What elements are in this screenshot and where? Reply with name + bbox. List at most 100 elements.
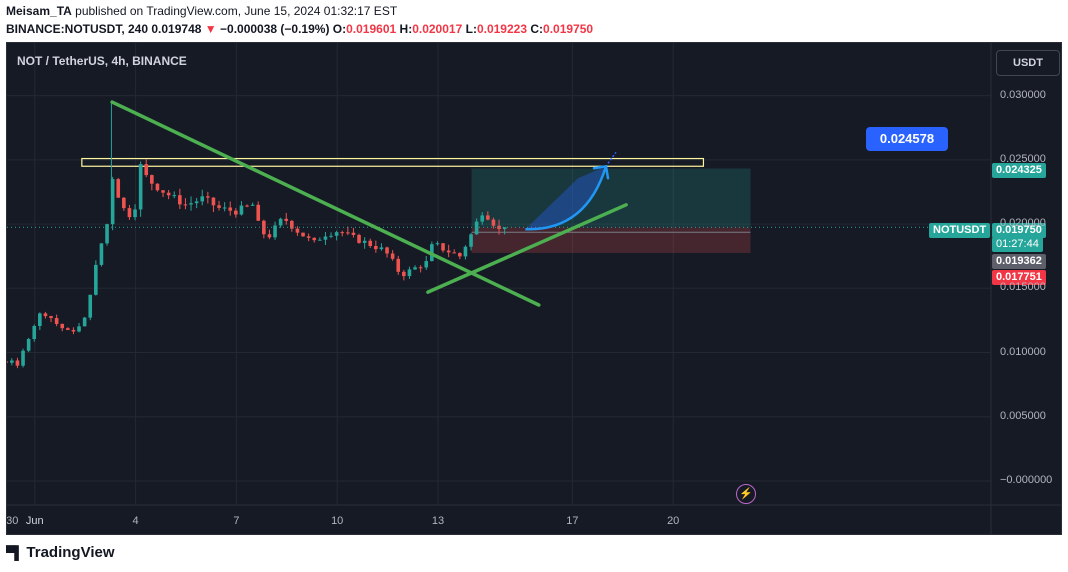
candle-body <box>446 250 451 253</box>
x-tick-label: 13 <box>431 515 445 527</box>
lightning-icon[interactable]: ⚡ <box>736 484 756 504</box>
candle-body <box>351 232 356 235</box>
candle-body <box>99 243 104 265</box>
candle-body <box>256 204 261 221</box>
candle-body <box>379 247 384 250</box>
candle-body <box>312 237 317 241</box>
candle-body <box>301 232 305 237</box>
candle-body <box>54 318 59 324</box>
candle-body <box>172 195 177 197</box>
ohlc-line: BINANCE:NOTUSDT, 240 0.019748 ▼ −0.00003… <box>6 22 593 36</box>
candle-body <box>178 195 182 205</box>
candle-body <box>413 267 417 270</box>
candle-body <box>435 243 440 245</box>
candle-body <box>15 360 20 366</box>
current-price-label: 0.019750 <box>992 223 1046 238</box>
author-name[interactable]: Meisam_TA <box>6 4 72 18</box>
candle-body <box>424 261 429 268</box>
candle-body <box>463 246 468 257</box>
stop-zone <box>471 227 751 253</box>
candle-body <box>116 179 121 198</box>
currency-button[interactable]: USDT <box>996 50 1060 76</box>
candle-body <box>491 219 496 226</box>
candle-body <box>385 247 389 254</box>
projection-area <box>525 166 606 230</box>
candle-body <box>396 258 401 272</box>
low-label: L: <box>465 22 477 36</box>
candle-body <box>194 201 199 204</box>
candle-body <box>71 329 76 332</box>
candle-body <box>250 204 255 206</box>
candle-body <box>66 328 70 330</box>
projection-arrow <box>525 165 608 231</box>
candle-body <box>486 215 490 220</box>
high-value: 0.020017 <box>412 22 463 36</box>
candle-body <box>418 267 423 269</box>
high-label: H: <box>399 22 413 36</box>
stop-price-label: 0.017751 <box>992 270 1046 285</box>
candle-body <box>318 239 322 241</box>
x-tick-label: 4 <box>132 515 139 527</box>
candle-body <box>60 323 65 329</box>
candle-body <box>211 197 216 206</box>
candle-body <box>402 271 406 277</box>
candle-body <box>458 253 462 257</box>
candle-body <box>329 235 333 237</box>
close-label: C: <box>530 22 544 36</box>
candle-body <box>155 183 160 191</box>
target-price-label: 0.024325 <box>992 163 1046 178</box>
candle-body <box>43 313 48 317</box>
candle-body <box>217 205 221 208</box>
candle-body <box>480 215 485 222</box>
candle-body <box>290 220 294 229</box>
last-price: 0.019748 <box>151 22 202 36</box>
candle-body <box>239 205 244 215</box>
x-tick-label: 15:30 <box>6 515 19 527</box>
low-value: 0.019223 <box>476 22 527 36</box>
candle-body <box>362 240 367 243</box>
candle-body <box>334 232 339 236</box>
y-tick-label: 0.030000 <box>1000 88 1046 101</box>
y-tick-label: 0.005000 <box>1000 409 1046 422</box>
publication-header: Meisam_TA published on TradingView.com, … <box>0 0 1068 40</box>
tv-logo-icon: ▀▌ <box>6 545 23 560</box>
bar-countdown-label: 01:27:44 <box>992 237 1043 252</box>
tradingview-logo[interactable]: ▀▌ TradingView <box>6 544 115 561</box>
candle-body <box>323 236 328 240</box>
candle-body <box>295 228 300 233</box>
candle-body <box>105 224 109 244</box>
y-tick-label: −0.000000 <box>1000 474 1053 486</box>
candle-body <box>245 205 249 207</box>
symbol-price-tag: NOTUSDT <box>929 223 991 238</box>
candle-body <box>82 317 87 327</box>
price-chart-svg[interactable] <box>7 43 1061 534</box>
candle-body <box>346 232 350 234</box>
close-value: 0.019750 <box>543 22 594 36</box>
candle-body <box>228 207 233 211</box>
candle-body <box>469 234 473 247</box>
candle-body <box>88 294 93 318</box>
candle-body <box>189 203 193 205</box>
candle-body <box>10 360 14 363</box>
chart-panel[interactable]: NOT / TetherUS, 4h, BINANCE USDT 0.02457… <box>6 42 1062 535</box>
candle-body <box>161 190 165 193</box>
candle-body <box>122 197 126 209</box>
x-tick-label: 17 <box>566 515 579 527</box>
candle-body <box>183 204 188 206</box>
candle-body <box>502 227 507 230</box>
candle-body <box>166 192 171 196</box>
target-zone <box>471 168 751 228</box>
candle-body <box>94 264 98 295</box>
candle-body <box>200 196 205 202</box>
candle-body <box>340 232 345 234</box>
candle-body <box>278 218 283 226</box>
candle-body <box>7 361 9 363</box>
footer: ▀▌ TradingView <box>0 535 1068 572</box>
candle-body <box>267 234 272 238</box>
price-change: −0.000038 (−0.19%) <box>220 22 330 36</box>
target-callout: 0.024578 <box>866 127 948 151</box>
candle-body <box>390 253 395 259</box>
open-label: O: <box>332 22 347 36</box>
candle-body <box>26 339 31 351</box>
candle-body <box>441 243 445 251</box>
